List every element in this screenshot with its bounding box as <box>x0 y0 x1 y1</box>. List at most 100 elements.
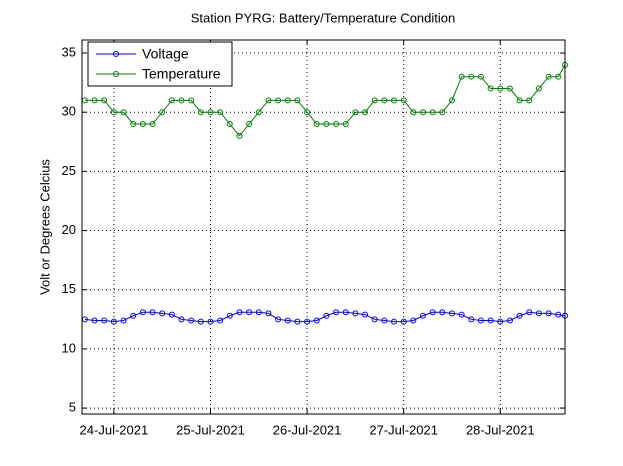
x-tick-label: 28-Jul-2021 <box>466 422 535 437</box>
data-point <box>91 317 98 324</box>
data-point <box>555 73 562 80</box>
data-point <box>410 317 417 324</box>
data-point <box>294 97 301 104</box>
data-point <box>391 318 398 325</box>
data-point <box>217 317 224 324</box>
data-point <box>458 311 465 318</box>
data-point <box>429 109 436 116</box>
data-point <box>468 73 475 80</box>
data-point <box>381 97 388 104</box>
data-point <box>419 109 426 116</box>
y-tick-label: 35 <box>62 44 76 59</box>
data-point <box>439 109 446 116</box>
data-point <box>284 317 291 324</box>
data-point <box>333 121 340 128</box>
data-point <box>371 316 378 323</box>
data-point <box>207 318 214 325</box>
data-point <box>275 316 282 323</box>
data-point <box>497 318 504 325</box>
legend: Voltage Temperature <box>87 41 233 87</box>
data-point <box>217 109 224 116</box>
data-point <box>448 310 455 317</box>
data-point <box>130 312 137 319</box>
data-point <box>410 109 417 116</box>
data-point <box>381 317 388 324</box>
data-point <box>323 312 330 319</box>
data-point <box>304 109 311 116</box>
data-point <box>236 309 243 316</box>
data-point <box>400 97 407 104</box>
data-point <box>487 317 494 324</box>
legend-marker <box>113 51 119 57</box>
data-point <box>545 310 552 317</box>
data-point <box>159 310 166 317</box>
data-point <box>188 317 195 324</box>
data-point <box>535 85 542 92</box>
data-point <box>188 97 195 104</box>
data-point <box>477 73 484 80</box>
data-point <box>526 309 533 316</box>
data-point <box>236 132 243 139</box>
plot-frame <box>81 39 566 415</box>
data-point <box>207 109 214 116</box>
data-point <box>265 97 272 104</box>
data-point <box>313 317 320 324</box>
data-point <box>197 109 204 116</box>
data-point <box>468 316 475 323</box>
y-tick-label: 20 <box>62 222 76 237</box>
data-point <box>516 97 523 104</box>
legend-box <box>87 41 233 87</box>
data-point <box>419 312 426 319</box>
data-point <box>497 85 504 92</box>
x-tick-label: 25-Jul-2021 <box>176 422 245 437</box>
data-point <box>226 121 233 128</box>
data-point <box>516 312 523 319</box>
data-point <box>391 97 398 104</box>
series-line <box>84 311 566 323</box>
y-tick-label: 25 <box>62 163 76 178</box>
data-point <box>362 311 369 318</box>
y-tick-label: 5 <box>69 400 76 415</box>
data-point <box>342 121 349 128</box>
data-point <box>352 109 359 116</box>
data-point <box>371 97 378 104</box>
y-tick-label: 30 <box>62 104 76 119</box>
data-point <box>139 309 146 316</box>
data-point <box>149 121 156 128</box>
data-point <box>284 97 291 104</box>
x-tick-label: 26-Jul-2021 <box>273 422 342 437</box>
data-point <box>110 318 117 325</box>
chart-title: Station PYRG: Battery/Temperature Condit… <box>191 10 455 25</box>
data-point <box>429 309 436 316</box>
legend-label: Voltage <box>142 46 189 62</box>
data-point <box>178 97 185 104</box>
data-point <box>313 121 320 128</box>
data-point <box>149 309 156 316</box>
legend-marker <box>113 71 119 77</box>
data-point <box>458 73 465 80</box>
data-point <box>130 121 137 128</box>
data-point <box>487 85 494 92</box>
data-point <box>275 97 282 104</box>
series-line <box>84 64 566 137</box>
data-point <box>342 309 349 316</box>
data-point <box>246 121 253 128</box>
y-axis-label: Volt or Degrees Celcius <box>37 159 52 295</box>
data-point <box>110 109 117 116</box>
data-point <box>439 309 446 316</box>
data-point <box>159 109 166 116</box>
data-point <box>168 97 175 104</box>
data-point <box>526 97 533 104</box>
data-point <box>304 318 311 325</box>
y-tick-label: 10 <box>62 340 76 355</box>
data-point <box>294 318 301 325</box>
data-point <box>101 317 108 324</box>
data-point <box>352 310 359 317</box>
data-point <box>246 309 253 316</box>
x-tick-label: 24-Jul-2021 <box>80 422 149 437</box>
data-point <box>535 310 542 317</box>
x-tick-label: 27-Jul-2021 <box>369 422 438 437</box>
data-point <box>333 309 340 316</box>
